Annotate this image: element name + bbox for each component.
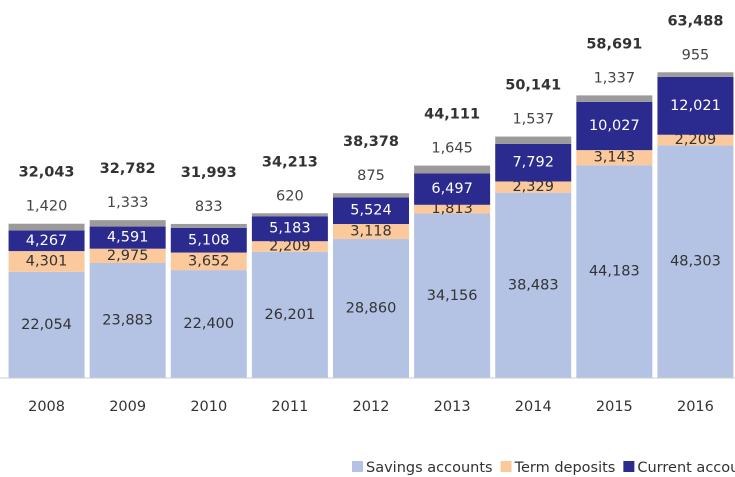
bar-segment — [495, 181, 572, 193]
data-label: 23,883 — [102, 312, 153, 328]
bar-segment — [333, 197, 409, 225]
bar-segment — [657, 72, 734, 77]
total-label: 31,993 — [181, 165, 237, 181]
total-label: 63,488 — [667, 13, 723, 29]
bar-segment — [657, 145, 734, 378]
data-label: 2,209 — [675, 132, 717, 148]
data-label: 22,400 — [183, 316, 234, 332]
data-label: 48,303 — [670, 254, 721, 270]
data-label: 5,108 — [188, 232, 230, 248]
bar-segment — [495, 192, 572, 378]
legend-label: Term deposits — [514, 460, 616, 476]
data-label: 10,027 — [589, 118, 640, 134]
bar-segment — [576, 101, 653, 151]
bar-segment — [576, 150, 653, 166]
bar-segment — [89, 262, 166, 378]
x-tick-label: 2010 — [190, 399, 227, 415]
bar-segment — [576, 165, 653, 378]
data-label: 22,054 — [21, 317, 72, 333]
data-label: 1,645 — [431, 141, 473, 157]
data-label: 4,267 — [26, 233, 68, 249]
bar-segment — [8, 230, 85, 252]
bar-segment — [89, 226, 166, 249]
total-label: 38,378 — [343, 134, 399, 150]
bar-segment — [495, 143, 572, 182]
bar-segment — [8, 271, 85, 378]
bar-segment — [333, 193, 409, 198]
bar-segment — [414, 173, 491, 205]
data-label: 28,860 — [346, 301, 397, 317]
data-label: 1,333 — [107, 195, 149, 211]
data-label: 6,497 — [431, 181, 473, 197]
total-label: 32,043 — [19, 165, 75, 181]
legend-swatch — [352, 461, 363, 472]
x-tick-label: 2008 — [28, 399, 65, 415]
bar-segment — [414, 213, 491, 378]
bar-segment — [170, 270, 247, 378]
data-label: 2,209 — [269, 239, 311, 255]
data-label: 38,483 — [508, 277, 559, 293]
total-label: 50,141 — [505, 78, 561, 94]
data-label: 12,021 — [670, 98, 721, 114]
x-tick-label: 2011 — [271, 399, 308, 415]
bar-segment — [170, 223, 247, 228]
bar-segment — [170, 252, 247, 271]
bar-segment — [89, 220, 166, 227]
bar-segment — [495, 136, 572, 144]
x-tick-label: 2014 — [515, 399, 552, 415]
data-label: 955 — [682, 47, 710, 63]
x-tick-label: 2009 — [109, 399, 146, 415]
data-label: 833 — [195, 199, 223, 215]
data-label: 26,201 — [265, 307, 316, 323]
data-label: 620 — [276, 188, 304, 204]
bar-segment — [333, 239, 409, 378]
x-tick-label: 2012 — [353, 399, 390, 415]
data-label: 5,524 — [350, 203, 392, 219]
data-label: 34,156 — [427, 288, 478, 304]
data-label: 4,591 — [107, 230, 149, 246]
bar-segment — [333, 224, 409, 240]
bar-segment — [89, 248, 166, 263]
bar-segment — [657, 76, 734, 135]
x-tick-label: 2015 — [596, 399, 633, 415]
data-label: 3,118 — [350, 224, 392, 240]
x-tick-label: 2016 — [677, 399, 714, 415]
bar-segment — [251, 216, 328, 242]
data-label: 1,420 — [26, 199, 68, 215]
bar-segment — [251, 213, 328, 217]
bar-segment — [414, 165, 491, 174]
data-label: 7,792 — [512, 155, 554, 171]
total-label: 32,782 — [100, 161, 156, 177]
bar-segment — [8, 251, 85, 272]
total-label: 58,691 — [586, 36, 642, 52]
bar-segment — [251, 251, 328, 378]
data-label: 3,143 — [594, 150, 636, 166]
data-label: 875 — [357, 168, 385, 184]
legend-swatch — [500, 461, 512, 472]
data-label: 4,301 — [26, 253, 68, 269]
data-label: 2,975 — [107, 248, 149, 264]
bar-segment — [251, 241, 328, 252]
bar-segment — [576, 95, 653, 102]
data-label: 3,652 — [188, 253, 230, 269]
bar-segment — [657, 134, 734, 146]
bar-segment — [8, 223, 85, 231]
total-label: 44,111 — [424, 107, 480, 123]
bar-segment — [414, 204, 491, 214]
data-label: 1,537 — [512, 112, 554, 128]
x-tick-label: 2013 — [434, 399, 471, 415]
data-label: 44,183 — [589, 264, 640, 280]
data-label: 5,183 — [269, 221, 311, 237]
data-label: 2,329 — [512, 179, 554, 195]
legend-swatch — [623, 461, 635, 472]
data-label: 1,337 — [594, 70, 636, 86]
data-label: 1,813 — [431, 201, 473, 217]
legend-label: Current accounts — [637, 460, 735, 476]
total-label: 34,213 — [262, 154, 318, 170]
legend-label: Savings accounts — [366, 460, 493, 476]
bar-segment — [170, 227, 247, 253]
